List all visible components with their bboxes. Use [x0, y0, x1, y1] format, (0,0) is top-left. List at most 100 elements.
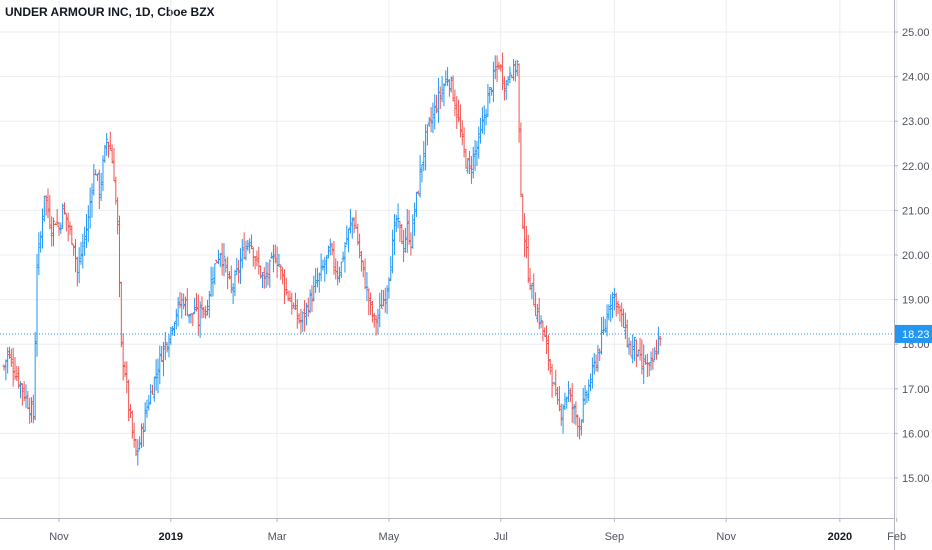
ohlc-bar [237, 259, 241, 284]
x-tick-label: Nov [716, 531, 736, 543]
ohlc-bar [466, 158, 470, 174]
ohlc-bar [143, 402, 147, 432]
ohlc-bar [224, 258, 228, 273]
ohlc-bar [561, 404, 565, 434]
ohlc-bar [259, 265, 263, 279]
ohlc-bar [587, 379, 591, 402]
ohlc-bar [392, 213, 396, 256]
ohlc-bar [369, 292, 373, 315]
ohlc-bar [603, 318, 607, 333]
ohlc-bar [623, 312, 627, 340]
ohlc-bar [517, 63, 521, 143]
ohlc-bar [308, 289, 312, 314]
ohlc-bar [546, 334, 550, 371]
ohlc-bar [405, 209, 409, 253]
ohlc-bar [233, 269, 237, 297]
ohlc-bar [84, 213, 88, 248]
ohlc-bar [581, 388, 585, 424]
ohlc-bar [167, 334, 171, 358]
ohlc-bar [589, 373, 593, 392]
ohlc-bar [644, 354, 648, 365]
ohlc-bar [147, 395, 151, 411]
ohlc-bar [381, 289, 385, 307]
ohlc-bar [376, 308, 380, 335]
y-tick-label: 17.00 [902, 384, 930, 396]
ohlc-bar [156, 358, 160, 394]
ohlc-bar [15, 366, 19, 382]
ohlc-bar [442, 83, 446, 107]
ohlc-bar [339, 261, 343, 279]
ohlc-bar [271, 244, 275, 273]
ohlc-bar [116, 197, 120, 235]
ohlc-bar [348, 208, 352, 234]
ohlc-bar [255, 250, 259, 267]
ohlc-bar [451, 75, 455, 102]
ohlc-bar [336, 260, 340, 286]
ohlc-bar [458, 104, 462, 138]
ohlc-bar [568, 387, 572, 403]
ohlc-bar [407, 210, 411, 245]
ohlc-bar [202, 306, 206, 318]
x-tick-label: Nov [49, 531, 69, 543]
ohlc-bar [194, 293, 198, 312]
ohlc-bar [440, 76, 444, 103]
ohlc-bar [248, 238, 252, 254]
ohlc-bar [53, 223, 57, 225]
ohlc-bar [532, 273, 536, 306]
ohlc-bar [506, 76, 510, 86]
ohlc-bar [227, 271, 231, 280]
ohlc-bar [535, 303, 539, 323]
ohlc-bar [275, 246, 279, 278]
ohlc-bar [358, 233, 362, 259]
ohlc-bar [490, 87, 494, 96]
ohlc-bar [422, 141, 426, 172]
ohlc-bar [414, 191, 418, 217]
ohlc-bar [605, 304, 609, 337]
ohlc-bar [380, 289, 384, 309]
ohlc-bar [204, 305, 208, 319]
ohlc-bar [554, 369, 558, 397]
ohlc-bar [83, 226, 87, 256]
ohlc-bar [268, 259, 272, 288]
ohlc-bar [502, 76, 506, 101]
ohlc-bar [479, 117, 483, 144]
ohlc-bar [618, 305, 622, 322]
ohlc-bar [361, 260, 365, 278]
ohlc-bar [512, 58, 516, 81]
ohlc-bar [579, 419, 583, 436]
ohlc-bar [460, 120, 464, 146]
ohlc-bar [310, 285, 314, 312]
ohlc-bar [598, 348, 602, 362]
x-tick-label: 2020 [828, 531, 852, 543]
ohlc-bar [611, 292, 615, 319]
ohlc-bar [125, 361, 129, 394]
ohlc-bar [29, 397, 33, 423]
ohlc-bar [374, 315, 378, 336]
ohlc-bar [314, 268, 318, 293]
ohlc-bar [28, 397, 32, 424]
ohlc-bar [398, 220, 402, 242]
ohlc-bar [277, 253, 281, 267]
ohlc-bar [200, 296, 204, 319]
ohlc-bar [616, 300, 620, 315]
ohlc-bar [290, 292, 294, 315]
ohlc-bar [515, 59, 519, 76]
ohlc-bar [174, 308, 178, 330]
ohlc-bar [182, 293, 186, 310]
ohlc-bar [572, 403, 576, 424]
ohlc-bar [557, 386, 561, 412]
ohlc-bar [66, 212, 70, 242]
ohlc-bar [312, 275, 316, 302]
ohlc-bar [163, 332, 167, 361]
ohlc-bar [491, 61, 495, 103]
ohlc-bar [59, 222, 63, 234]
ohlc-bar [548, 359, 552, 375]
ohlc-bar [590, 357, 594, 389]
grid [0, 0, 898, 518]
ohlc-bar [493, 55, 497, 80]
ohlc-bar [402, 229, 406, 263]
ohlc-bar [563, 392, 567, 411]
ohlc-bar [385, 285, 389, 314]
